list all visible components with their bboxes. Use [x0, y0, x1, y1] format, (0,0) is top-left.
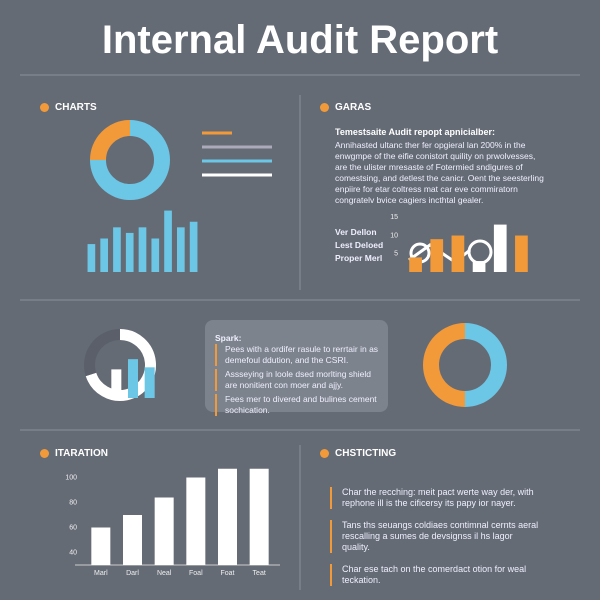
bar	[138, 227, 147, 272]
spark-item: Pees with a ordifer rasule to rerrtair i…	[215, 344, 380, 366]
bar	[154, 497, 174, 565]
spark-item: Fees mer to divered and bulines cement s…	[215, 394, 380, 416]
x-tick-label: Neal	[157, 570, 172, 577]
bar	[91, 527, 111, 565]
check-item: Char the recching: meit pact werte way d…	[330, 487, 540, 509]
bar	[125, 232, 134, 272]
summary-line: congratelv bvice cagiers incthtal gealer…	[335, 195, 484, 205]
donut-segment	[90, 120, 131, 161]
bar	[123, 515, 142, 565]
summary-line: Annihasted ultanc ther fer opgieral lan …	[335, 140, 526, 150]
legend-lines	[202, 131, 272, 177]
summary-line: are the ulister mresaste of Fotermied sn…	[335, 162, 523, 172]
bar	[177, 227, 185, 272]
y-tick-label: 40	[69, 549, 77, 556]
spark-panel	[205, 320, 388, 412]
summary-line: enwgmpe of the eifie conistort quility o…	[335, 151, 536, 161]
y-tick-label: 60	[69, 524, 77, 531]
summary-heading: Temestsaite Audit repopt apnicialber:	[335, 127, 496, 137]
bar	[218, 468, 237, 565]
mini-label: Lest Deloed	[335, 240, 384, 250]
summary-line: comestsing, and detlest the canicr. Oent…	[335, 173, 544, 183]
bar	[472, 261, 486, 272]
donut-segment	[423, 323, 466, 407]
mini-label: Proper Merl	[335, 253, 383, 263]
mini-labels: Ver Dellon Lest Deloed Proper Merl	[335, 226, 383, 265]
y-tick-label: 80	[69, 499, 77, 506]
spark-heading: Spark:	[215, 333, 242, 343]
bar	[186, 477, 206, 565]
mini-label: Ver Dellon	[335, 227, 377, 237]
spark-item: Assseying in loole dsed morlting shield …	[215, 369, 380, 391]
y-tick-label: 100	[65, 474, 77, 481]
bar	[189, 221, 198, 272]
section-title: GARAS	[335, 102, 372, 113]
bar	[409, 257, 422, 272]
bar	[430, 239, 444, 272]
bar	[87, 244, 96, 272]
bar	[249, 468, 269, 565]
x-tick-label: Marl	[94, 570, 108, 577]
check-item: Char ese tach on the comerdact otion for…	[330, 564, 540, 586]
bar	[493, 224, 507, 272]
donut-segment	[84, 329, 121, 377]
section-title: CHSTICTING	[335, 448, 397, 459]
x-tick-label: Foat	[220, 570, 234, 577]
spark-list: Pees with a ordifer rasule to rerrtair i…	[215, 344, 380, 419]
donut-segment	[464, 323, 507, 407]
section-title: CHARTS	[55, 102, 97, 113]
donut-segment	[90, 120, 170, 200]
x-tick-label: Teat	[253, 570, 266, 577]
x-tick-label: Darl	[126, 570, 139, 577]
y-tick-label: 5	[394, 251, 398, 258]
checklist: Char the recching: meit pact werte way d…	[330, 487, 540, 597]
section-title: ITARATION	[55, 448, 108, 459]
x-tick-label: Foal	[189, 570, 203, 577]
title: Internal Audit Report	[101, 18, 499, 62]
summary-line: enpiire for etar coltress mat car eve co…	[335, 184, 518, 194]
bar	[113, 227, 121, 272]
bar	[100, 238, 108, 272]
check-item: Tans ths seuangs coldiaes contimnal cern…	[330, 520, 540, 553]
bar	[128, 359, 138, 398]
y-tick-label: 15	[390, 214, 398, 221]
bar	[164, 210, 172, 272]
bar	[144, 367, 155, 398]
bar	[111, 369, 122, 398]
summary: Annihasted ultanc ther fer opgieral lan …	[335, 140, 544, 206]
bar	[151, 238, 160, 272]
y-tick-label: 10	[390, 232, 398, 239]
bar	[515, 235, 528, 272]
bar	[451, 235, 465, 272]
